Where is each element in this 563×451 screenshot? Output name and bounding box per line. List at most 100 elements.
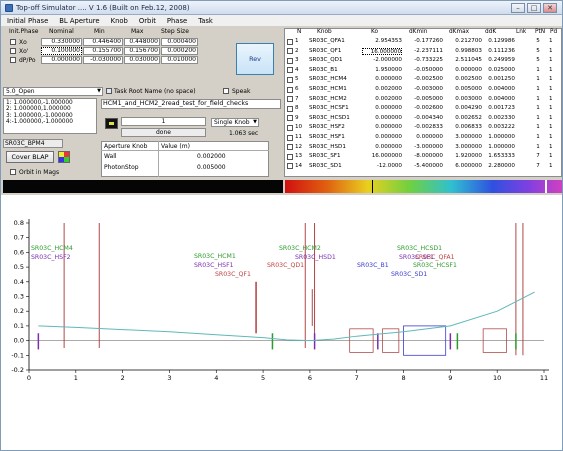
knob-cell-lnk[interactable] (516, 115, 530, 122)
knob-cell-knob[interactable]: SR03C_SD1 (309, 162, 342, 169)
knob-cell-pd[interactable]: 1 (549, 66, 553, 73)
knob-cell-ptn[interactable]: 1 (536, 143, 540, 150)
dp-step[interactable]: 0.010000 (161, 56, 198, 64)
open-select[interactable]: 5.0_Open ▼ (3, 87, 103, 96)
knob-row-checkbox[interactable] (287, 124, 293, 131)
knob-cell-ptn[interactable]: 5 (536, 38, 540, 44)
knob-row-checkbox[interactable] (287, 163, 293, 170)
xo-prime-nominal[interactable]: 0.100000 (41, 47, 82, 55)
knob-cell-ptn[interactable]: 1 (536, 66, 540, 73)
knob-cell-lnk[interactable] (516, 57, 530, 64)
knob-cell-ko[interactable]: 0.002000 (375, 95, 402, 102)
knob-cell-pd[interactable]: 1 (549, 86, 553, 92)
list-item[interactable]: 4:-1.000000,-1.000000 (6, 118, 73, 125)
step-list[interactable]: 1: 1.000000,-1.000000 2: 1.000000,1.0000… (3, 98, 97, 134)
knob-cell-ko[interactable]: 2.954353 (375, 38, 402, 44)
knob-row-checkbox[interactable] (287, 153, 293, 160)
dp-nominal[interactable]: 0.000000 (41, 56, 82, 64)
knob-cell-lnk[interactable] (516, 144, 530, 151)
knob-cell-ko[interactable]: 0.000000 (375, 105, 402, 112)
knob-cell-knob[interactable]: SR03C_HCM1 (309, 86, 347, 92)
task-root-checkbox[interactable] (106, 88, 112, 94)
knob-cell-ddk[interactable]: 0.129986 (488, 38, 515, 44)
knob-cell-ptn[interactable]: 1 (536, 95, 540, 102)
knob-cell-pd[interactable]: 1 (549, 143, 553, 150)
knob-cell-knob[interactable]: SR03C_HCM2 (309, 95, 347, 102)
knob-cell-knob[interactable]: SR03C_QFA1 (309, 38, 345, 44)
knob-cell-knob[interactable]: SR03C_HCSD1 (309, 114, 350, 121)
knob-cell-ddk[interactable]: 0.249959 (488, 57, 515, 64)
knob-cell-ddk[interactable]: 0.025000 (488, 66, 515, 73)
knob-cell-pd[interactable]: 1 (549, 134, 553, 140)
dp-min[interactable]: -0.030000 (83, 56, 123, 64)
knob-cell-ko[interactable]: 0.000000 (375, 114, 402, 121)
menu-initial-phase[interactable]: Initial Phase (7, 16, 49, 25)
knob-cell-dkmin[interactable]: -2.237111 (414, 47, 443, 54)
knob-cell-dkmax[interactable]: 3.000000 (455, 143, 482, 150)
knob-cell-knob[interactable]: SR03C_HSD1 (309, 143, 346, 150)
menu-orbit[interactable]: Orbit (138, 16, 156, 25)
single-knob-select[interactable]: Single Knob ▼ (211, 118, 259, 127)
knob-cell-knob[interactable]: SR03C_QF1 (309, 47, 342, 54)
knob-cell-dkmax[interactable]: 0.002652 (455, 114, 482, 121)
knob-cell-pd[interactable]: 1 (549, 124, 553, 131)
knob-cell-ptn[interactable]: 7 (536, 153, 540, 160)
aperture-wall-value[interactable]: 0.002000 (197, 153, 226, 160)
knob-cell-pd[interactable]: 1 (549, 95, 553, 102)
maximize-button[interactable]: □ (527, 3, 541, 13)
knob-cell-lnk[interactable] (516, 134, 530, 141)
knob-cell-dkmin[interactable]: -0.002500 (414, 76, 443, 83)
orbit-in-mags-checkbox[interactable] (10, 169, 16, 175)
knob-cell-knob[interactable]: SR03C_HCM4 (309, 76, 347, 83)
knob-cell-pd[interactable]: 1 (549, 105, 553, 112)
knob-cell-pd[interactable]: 1 (549, 76, 553, 83)
cover-blap-button[interactable]: Cover BLAP (6, 151, 54, 163)
knob-cell-ddk[interactable]: 0.002330 (488, 114, 515, 121)
xo-prime-min[interactable]: 0.155700 (83, 47, 123, 55)
speak-checkbox[interactable] (223, 88, 229, 94)
knob-cell-dkmax[interactable]: 0.002500 (455, 76, 482, 83)
minimize-button[interactable]: – (511, 3, 525, 13)
knob-cell-dkmin[interactable]: -3.000000 (414, 143, 443, 150)
knob-cell-lnk[interactable] (516, 163, 530, 170)
knob-cell-dkmax[interactable]: 0.003000 (455, 95, 482, 102)
knob-cell-dkmin[interactable]: 0.000000 (416, 134, 443, 140)
knob-cell-ddk[interactable]: 0.111236 (488, 47, 515, 54)
knob-cell-ko[interactable]: 16.000000 (371, 153, 402, 160)
knob-cell-ptn[interactable]: 1 (536, 105, 540, 112)
knob-cell-dkmax[interactable]: 1.920000 (455, 153, 482, 160)
knob-cell-knob[interactable]: SR03C_HSF2 (309, 124, 345, 131)
knob-row-checkbox[interactable] (287, 48, 293, 55)
xo-max[interactable]: 0.448000 (124, 38, 160, 46)
knob-cell-knob[interactable]: SR03C_QD1 (309, 57, 343, 64)
knob-cell-dkmax[interactable]: 6.000000 (455, 162, 482, 169)
knob-row-checkbox[interactable] (287, 86, 293, 93)
list-item[interactable]: 1: 1.000000,-1.000000 (6, 100, 73, 106)
list-item[interactable]: 2: 1.000000,1.000000 (6, 106, 71, 113)
menu-phase[interactable]: Phase (166, 16, 188, 25)
knob-cell-knob[interactable]: SR03C_SF1 (309, 153, 341, 160)
knob-cell-dkmin[interactable]: -0.002600 (414, 105, 443, 112)
knob-row-checkbox[interactable] (287, 134, 293, 141)
knob-row-checkbox[interactable] (287, 67, 293, 74)
knob-cell-lnk[interactable] (516, 86, 530, 93)
task-root-input[interactable]: HCM1_and_HCM2_2read_test_for_field_check… (101, 99, 281, 109)
knob-cell-dkmin[interactable]: -0.050000 (414, 66, 443, 73)
knob-cell-dkmax[interactable]: 0.998803 (455, 47, 482, 54)
knob-cell-ptn[interactable]: 5 (536, 47, 540, 54)
knob-row-checkbox[interactable] (287, 105, 293, 112)
knob-cell-ptn[interactable]: 1 (536, 76, 540, 83)
knob-cell-pd[interactable]: 1 (549, 153, 553, 160)
knob-cell-dkmax[interactable]: 0.006833 (455, 124, 482, 131)
knob-cell-ddk[interactable]: 1.653333 (488, 153, 515, 160)
knob-cell-dkmax[interactable]: 3.000000 (455, 134, 482, 140)
knob-cell-dkmin[interactable]: -0.177260 (414, 38, 443, 44)
knob-cell-ddk[interactable]: 2.280000 (488, 162, 515, 169)
knob-cell-dkmin[interactable]: -0.005000 (414, 95, 443, 102)
xo-step[interactable]: 0.000400 (161, 38, 198, 46)
knob-cell-ko[interactable]: 16.000000 (362, 47, 402, 55)
knob-cell-lnk[interactable] (516, 153, 530, 160)
knob-cell-ddk[interactable]: 0.001250 (488, 76, 515, 83)
knob-cell-ptn[interactable]: 7 (536, 162, 540, 169)
dp-checkbox[interactable] (10, 57, 16, 63)
